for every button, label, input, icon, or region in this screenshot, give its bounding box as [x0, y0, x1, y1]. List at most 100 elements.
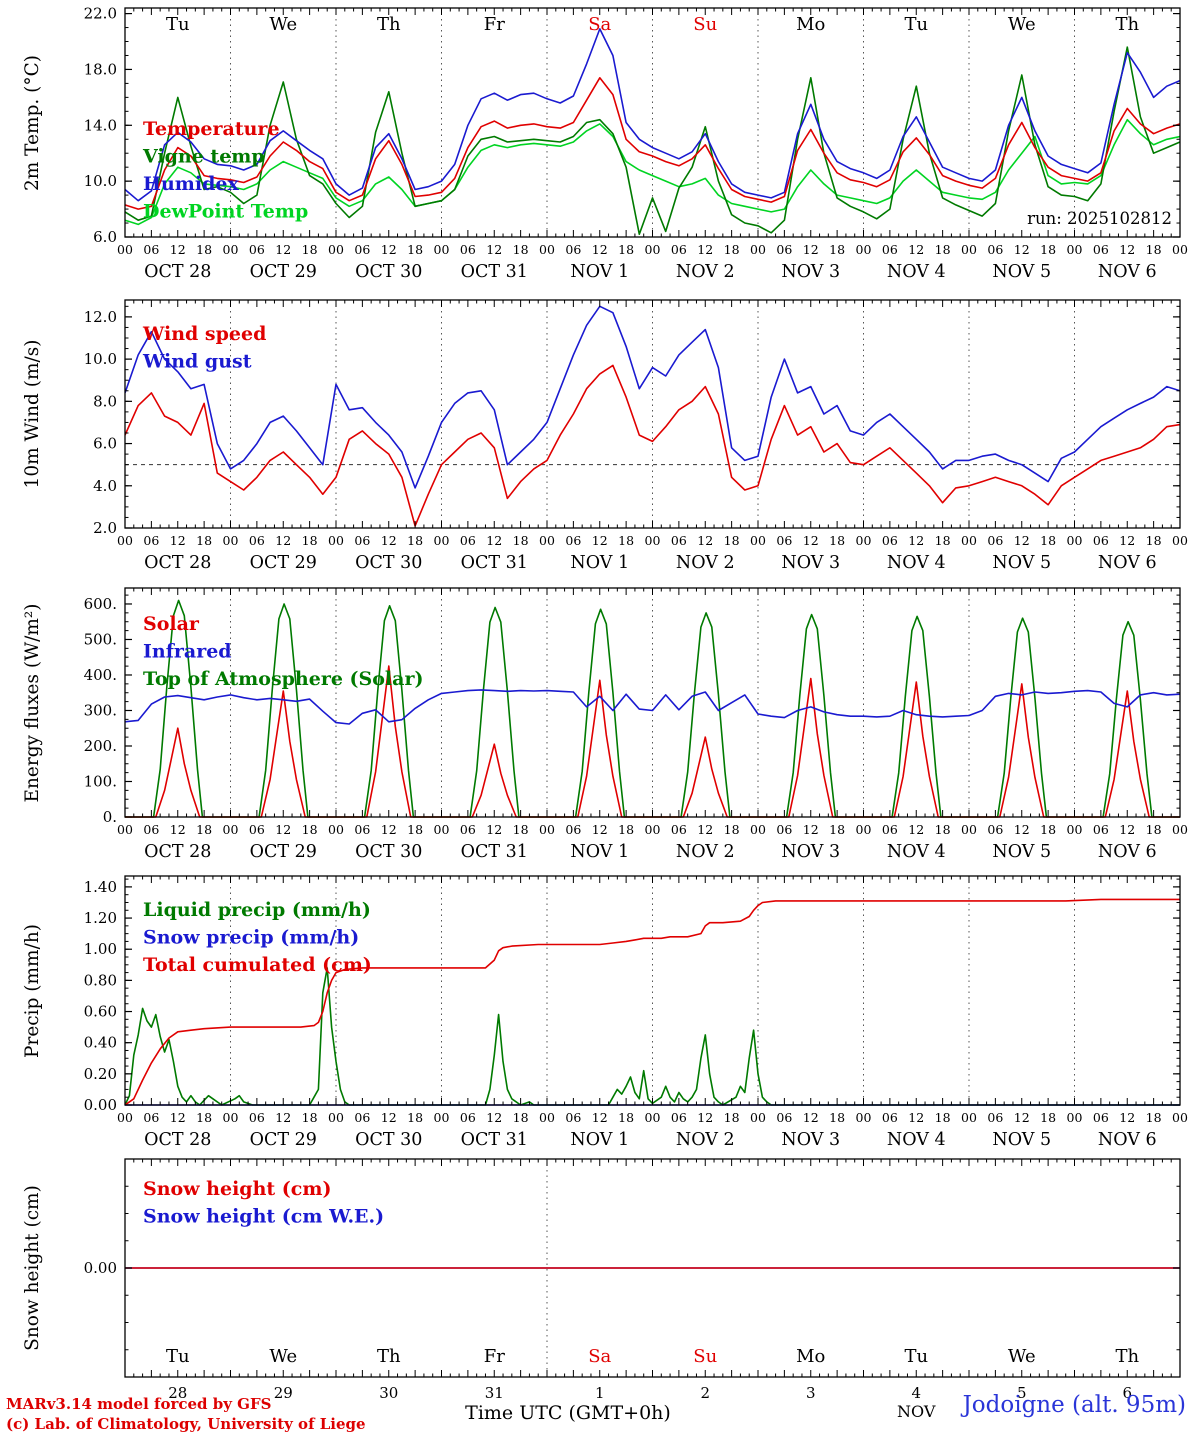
svg-text:12: 12 [592, 1110, 608, 1125]
svg-text:12: 12 [275, 1110, 291, 1125]
svg-text:OCT 31: OCT 31 [461, 262, 528, 282]
svg-text:06: 06 [671, 533, 687, 548]
svg-text:06: 06 [1093, 1110, 1109, 1125]
svg-text:Tu: Tu [166, 14, 190, 35]
svg-text:1: 1 [595, 1384, 605, 1402]
svg-text:run: 2025102812: run: 2025102812 [1027, 209, 1172, 228]
svg-text:00: 00 [961, 1110, 977, 1125]
svg-text:18: 18 [1040, 533, 1056, 548]
svg-text:06: 06 [987, 242, 1003, 257]
svg-text:06: 06 [671, 242, 687, 257]
svg-text:500.: 500. [84, 630, 117, 648]
svg-text:06: 06 [776, 533, 792, 548]
svg-text:06: 06 [1093, 242, 1109, 257]
svg-text:We: We [1008, 1346, 1036, 1367]
svg-text:18: 18 [196, 1110, 212, 1125]
svg-text:18: 18 [829, 1110, 845, 1125]
svg-text:OCT 29: OCT 29 [250, 262, 317, 282]
svg-text:06: 06 [249, 822, 265, 837]
svg-text:06: 06 [776, 1110, 792, 1125]
svg-text:12: 12 [170, 533, 186, 548]
svg-text:OCT 28: OCT 28 [144, 1130, 211, 1150]
svg-text:OCT 29: OCT 29 [250, 842, 317, 862]
svg-text:18: 18 [407, 533, 423, 548]
svg-text:12: 12 [803, 242, 819, 257]
panel-precip: 00 06 12 18 00 06 12 18 00 06 12 18 00 06 12 18 00 06 12 18… [22, 875, 1188, 1150]
svg-text:NOV 1: NOV 1 [570, 1130, 629, 1150]
svg-text:18: 18 [618, 822, 634, 837]
svg-text:5: 5 [1017, 1384, 1027, 1402]
svg-text:NOV 6: NOV 6 [1098, 842, 1157, 862]
svg-text:12: 12 [697, 533, 713, 548]
svg-text:18: 18 [1146, 242, 1162, 257]
svg-text:Th: Th [1115, 1346, 1139, 1367]
svg-text:12: 12 [170, 242, 186, 257]
svg-text:18.0: 18.0 [84, 60, 117, 78]
svg-text:OCT 31: OCT 31 [461, 1130, 528, 1150]
svg-text:OCT 30: OCT 30 [355, 1130, 422, 1150]
svg-text:00: 00 [645, 242, 661, 257]
svg-text:00: 00 [645, 1110, 661, 1125]
svg-text:12: 12 [697, 242, 713, 257]
credit-line-1: MARv3.14 model forced by GFS [6, 1395, 272, 1413]
svg-text:NOV 3: NOV 3 [781, 262, 840, 282]
svg-text:06: 06 [565, 533, 581, 548]
svg-text:18: 18 [829, 533, 845, 548]
svg-text:OCT 28: OCT 28 [144, 553, 211, 573]
svg-text:00: 00 [961, 822, 977, 837]
svg-text:06: 06 [671, 822, 687, 837]
svg-text:Su: Su [693, 14, 717, 35]
time-axis-label: Time UTC (GMT+0h) [465, 1402, 671, 1424]
svg-text:18: 18 [407, 822, 423, 837]
svg-text:06: 06 [565, 242, 581, 257]
svg-text:00: 00 [856, 822, 872, 837]
svg-text:28: 28 [168, 1384, 187, 1402]
svg-text:00: 00 [1067, 1110, 1083, 1125]
svg-text:6.0: 6.0 [93, 435, 117, 453]
svg-text:00: 00 [750, 1110, 766, 1125]
svg-text:Total cumulated (cm): Total cumulated (cm) [143, 954, 372, 976]
svg-text:30: 30 [379, 1384, 398, 1402]
svg-text:10.0: 10.0 [84, 172, 117, 190]
svg-text:OCT 30: OCT 30 [355, 553, 422, 573]
svg-text:200.: 200. [84, 737, 117, 755]
svg-text:NOV 2: NOV 2 [676, 842, 735, 862]
svg-text:12: 12 [908, 1110, 924, 1125]
svg-text:18: 18 [302, 1110, 318, 1125]
svg-text:18: 18 [407, 1110, 423, 1125]
svg-text:00: 00 [856, 533, 872, 548]
svg-text:4.0: 4.0 [93, 477, 117, 495]
svg-text:Wind speed: Wind speed [142, 323, 266, 345]
svg-text:10m Wind (m/s): 10m Wind (m/s) [22, 340, 43, 489]
svg-text:3: 3 [806, 1384, 816, 1402]
svg-text:10.0: 10.0 [84, 350, 117, 368]
svg-text:Sa: Sa [588, 1346, 611, 1367]
svg-text:18: 18 [935, 822, 951, 837]
svg-text:06: 06 [987, 1110, 1003, 1125]
svg-text:6: 6 [1122, 1384, 1132, 1402]
svg-text:00: 00 [856, 1110, 872, 1125]
svg-text:NOV 2: NOV 2 [676, 1130, 735, 1150]
svg-text:06: 06 [460, 1110, 476, 1125]
svg-text:06: 06 [354, 242, 370, 257]
series-dewpoint-temp [125, 118, 1180, 226]
svg-text:NOV 5: NOV 5 [992, 842, 1051, 862]
svg-text:OCT 28: OCT 28 [144, 262, 211, 282]
svg-text:00: 00 [1067, 242, 1083, 257]
svg-text:Su: Su [693, 1346, 717, 1367]
svg-text:Mo: Mo [796, 14, 825, 35]
svg-text:18: 18 [1146, 533, 1162, 548]
svg-text:NOV 6: NOV 6 [1098, 553, 1157, 573]
svg-text:18: 18 [302, 533, 318, 548]
svg-text:18: 18 [935, 533, 951, 548]
svg-text:OCT 28: OCT 28 [144, 842, 211, 862]
svg-text:2: 2 [700, 1384, 710, 1402]
series-total-cumulated [125, 898, 1180, 1106]
svg-text:18: 18 [513, 1110, 529, 1125]
svg-text:00: 00 [1067, 533, 1083, 548]
svg-text:Mo: Mo [796, 1346, 825, 1367]
svg-text:0.20: 0.20 [84, 1065, 117, 1083]
svg-text:06: 06 [460, 822, 476, 837]
svg-text:OCT 31: OCT 31 [461, 842, 528, 862]
